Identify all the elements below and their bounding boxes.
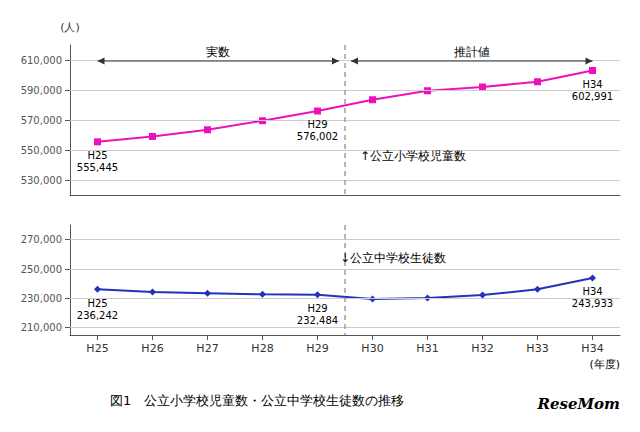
svg-text:H33: H33 (526, 342, 548, 355)
svg-text:530,000: 530,000 (21, 175, 62, 186)
svg-text:550,000: 550,000 (21, 145, 62, 156)
svg-text:576,002: 576,002 (297, 131, 338, 142)
svg-text:図1 公立小学校児童数・公立中学校生徒数の推移: 図1 公立小学校児童数・公立中学校生徒数の推移 (110, 393, 404, 408)
svg-text:602,991: 602,991 (572, 91, 613, 102)
svg-text:推計値: 推計値 (454, 45, 490, 59)
svg-text:H29: H29 (307, 119, 327, 130)
svg-text:(年度): (年度) (589, 358, 620, 371)
svg-text:232,484: 232,484 (297, 315, 338, 326)
svg-text:H25: H25 (87, 150, 107, 161)
svg-text:610,000: 610,000 (21, 55, 62, 66)
svg-text:H34: H34 (581, 342, 603, 355)
svg-text:H34: H34 (582, 286, 602, 297)
svg-text:ReseMom: ReseMom (537, 395, 620, 413)
svg-text:H32: H32 (471, 342, 493, 355)
svg-text:230,000: 230,000 (21, 293, 62, 304)
svg-text:H29: H29 (306, 342, 328, 355)
svg-text:570,000: 570,000 (21, 115, 62, 126)
svg-text:H30: H30 (361, 342, 383, 355)
svg-text:210,000: 210,000 (21, 322, 62, 333)
svg-text:H25: H25 (86, 342, 108, 355)
svg-text:270,000: 270,000 (21, 234, 62, 245)
svg-text:555,445: 555,445 (77, 162, 118, 173)
svg-text:H27: H27 (196, 342, 218, 355)
svg-text:236,242: 236,242 (77, 310, 118, 321)
svg-text:実数: 実数 (206, 45, 230, 59)
svg-text:H28: H28 (251, 342, 273, 355)
svg-text:250,000: 250,000 (21, 264, 62, 275)
svg-text:↓公立中学校生徒数: ↓公立中学校生徒数 (340, 251, 446, 265)
svg-text:(人): (人) (60, 21, 80, 34)
svg-text:↑公立小学校児童数: ↑公立小学校児童数 (360, 149, 466, 163)
svg-text:H31: H31 (416, 342, 438, 355)
svg-text:H29: H29 (307, 303, 327, 314)
svg-text:243,933: 243,933 (572, 298, 613, 309)
svg-text:H34: H34 (582, 79, 602, 90)
svg-text:H26: H26 (141, 342, 163, 355)
svg-text:590,000: 590,000 (21, 85, 62, 96)
svg-text:H25: H25 (87, 298, 107, 309)
